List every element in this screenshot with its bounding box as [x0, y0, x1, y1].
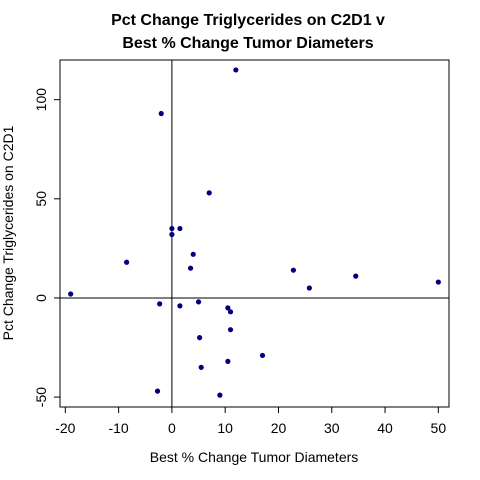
chart-title-line-1: Pct Change Triglycerides on C2D1 v: [111, 12, 385, 29]
x-tick-label: 20: [271, 420, 287, 436]
data-point: [169, 231, 175, 238]
data-point: [227, 327, 234, 333]
data-point: [217, 392, 223, 398]
data-point: [190, 251, 196, 257]
x-tick-label: -10: [108, 420, 128, 436]
data-point: [225, 358, 231, 364]
data-point: [158, 110, 164, 117]
data-point: [169, 225, 175, 232]
data-point: [177, 225, 183, 232]
x-axis-label: Best % Change Tumor Diameters: [150, 449, 359, 465]
y-tick-label: 100: [33, 88, 49, 112]
y-axis-label: Pct Change Triglycerides on C2D1: [0, 125, 16, 340]
data-point: [353, 273, 359, 279]
data-point: [198, 364, 204, 370]
data-point: [435, 279, 441, 285]
x-tick-label: 50: [431, 420, 447, 436]
data-point: [225, 305, 231, 311]
y-axis: -50 0 50 100: [33, 88, 60, 407]
data-point: [68, 291, 74, 297]
data-point: [206, 190, 212, 196]
x-tick-label: 30: [324, 420, 340, 436]
data-point: [259, 352, 266, 359]
y-tick-label: 50: [33, 191, 49, 207]
data-point: [157, 301, 163, 307]
data-point: [177, 303, 183, 309]
reference-lines: [60, 60, 449, 407]
data-points: [68, 67, 441, 398]
data-point: [197, 335, 203, 341]
x-tick-label: 10: [217, 420, 233, 436]
x-tick-label: 0: [168, 420, 176, 436]
data-point: [306, 285, 312, 291]
data-point: [195, 299, 202, 305]
x-tick-label: 40: [377, 420, 393, 436]
data-point: [290, 267, 296, 273]
data-point: [154, 388, 161, 394]
x-tick-label: -20: [55, 420, 75, 436]
data-point: [227, 309, 234, 315]
y-tick-label: 0: [33, 294, 49, 302]
data-point: [124, 259, 130, 265]
y-tick-label: -50: [33, 387, 49, 407]
chart-title-line-2: Best % Change Tumor Diameters: [122, 35, 373, 52]
x-axis: -20 -10 0 10 20 30 40 50: [55, 407, 446, 436]
data-point: [187, 265, 194, 271]
data-point: [233, 67, 239, 73]
plot-frame: [59, 59, 450, 408]
